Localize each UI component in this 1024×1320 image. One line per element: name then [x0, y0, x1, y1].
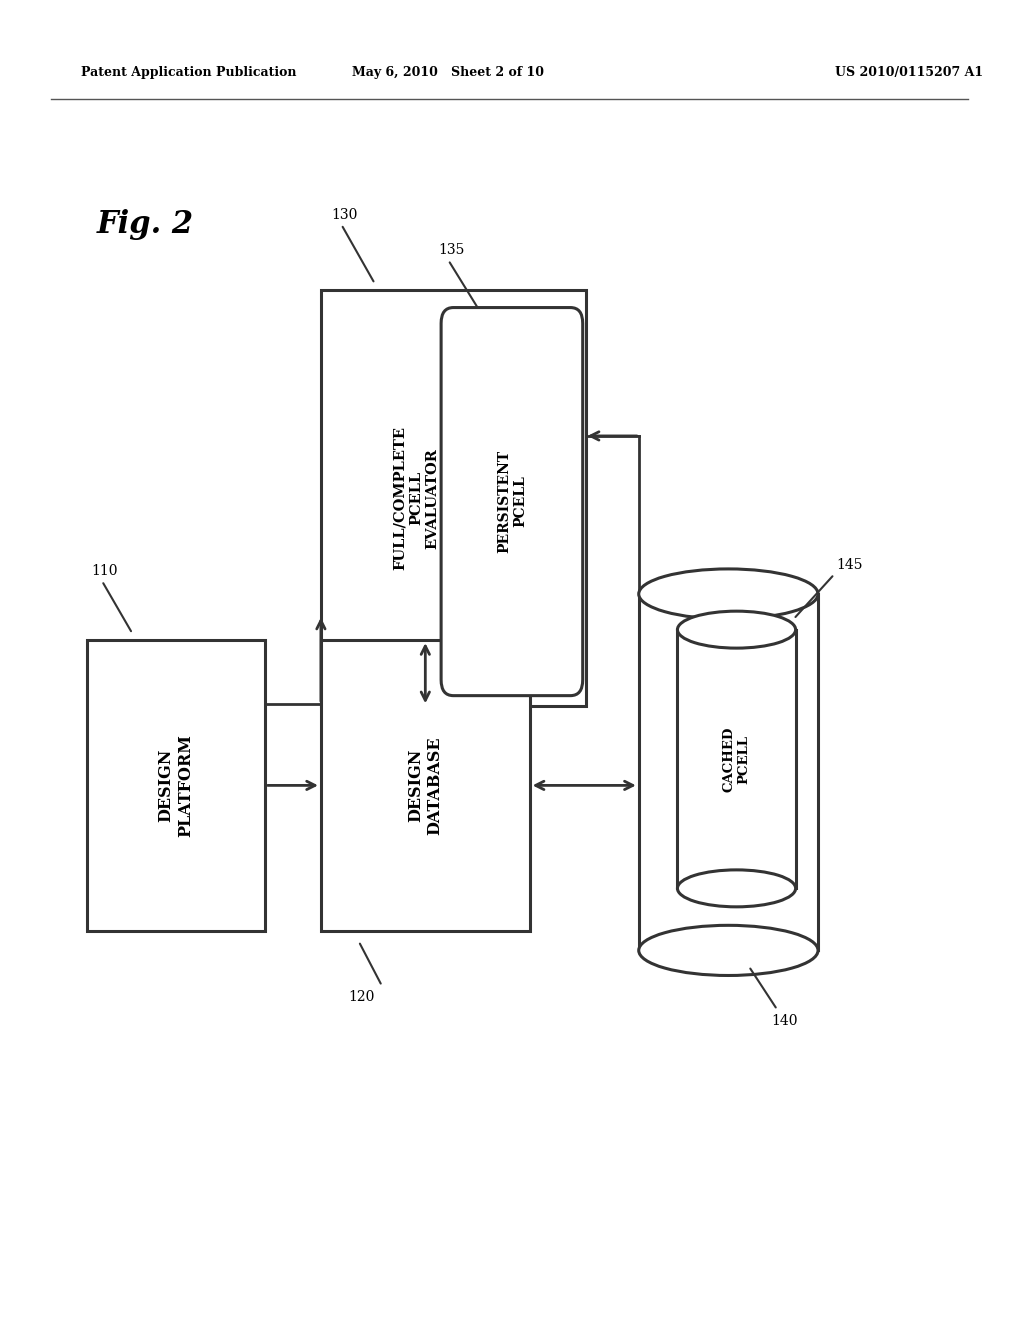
Text: 145: 145: [837, 557, 863, 572]
Text: 110: 110: [92, 564, 118, 578]
Text: May 6, 2010   Sheet 2 of 10: May 6, 2010 Sheet 2 of 10: [352, 66, 544, 79]
Text: DESIGN
DATABASE: DESIGN DATABASE: [407, 737, 443, 834]
Text: CACHED
PCELL: CACHED PCELL: [723, 726, 751, 792]
Ellipse shape: [678, 611, 796, 648]
Ellipse shape: [639, 569, 818, 619]
FancyBboxPatch shape: [87, 640, 265, 931]
Text: FULL/COMPLETE
PCELL
EVALUATOR: FULL/COMPLETE PCELL EVALUATOR: [393, 426, 439, 570]
Text: PERSISTENT
PCELL: PERSISTENT PCELL: [497, 450, 527, 553]
Ellipse shape: [639, 925, 818, 975]
Text: US 2010/0115207 A1: US 2010/0115207 A1: [836, 66, 983, 79]
FancyBboxPatch shape: [321, 290, 586, 706]
Text: Fig. 2: Fig. 2: [97, 209, 194, 240]
Text: 135: 135: [438, 243, 465, 257]
Text: 130: 130: [331, 207, 357, 222]
FancyBboxPatch shape: [441, 308, 583, 696]
Text: DESIGN
PLATFORM: DESIGN PLATFORM: [158, 734, 194, 837]
Ellipse shape: [678, 870, 796, 907]
Text: 120: 120: [348, 990, 375, 1005]
Text: Patent Application Publication: Patent Application Publication: [82, 66, 297, 79]
Text: 140: 140: [771, 1014, 798, 1028]
FancyBboxPatch shape: [321, 640, 529, 931]
